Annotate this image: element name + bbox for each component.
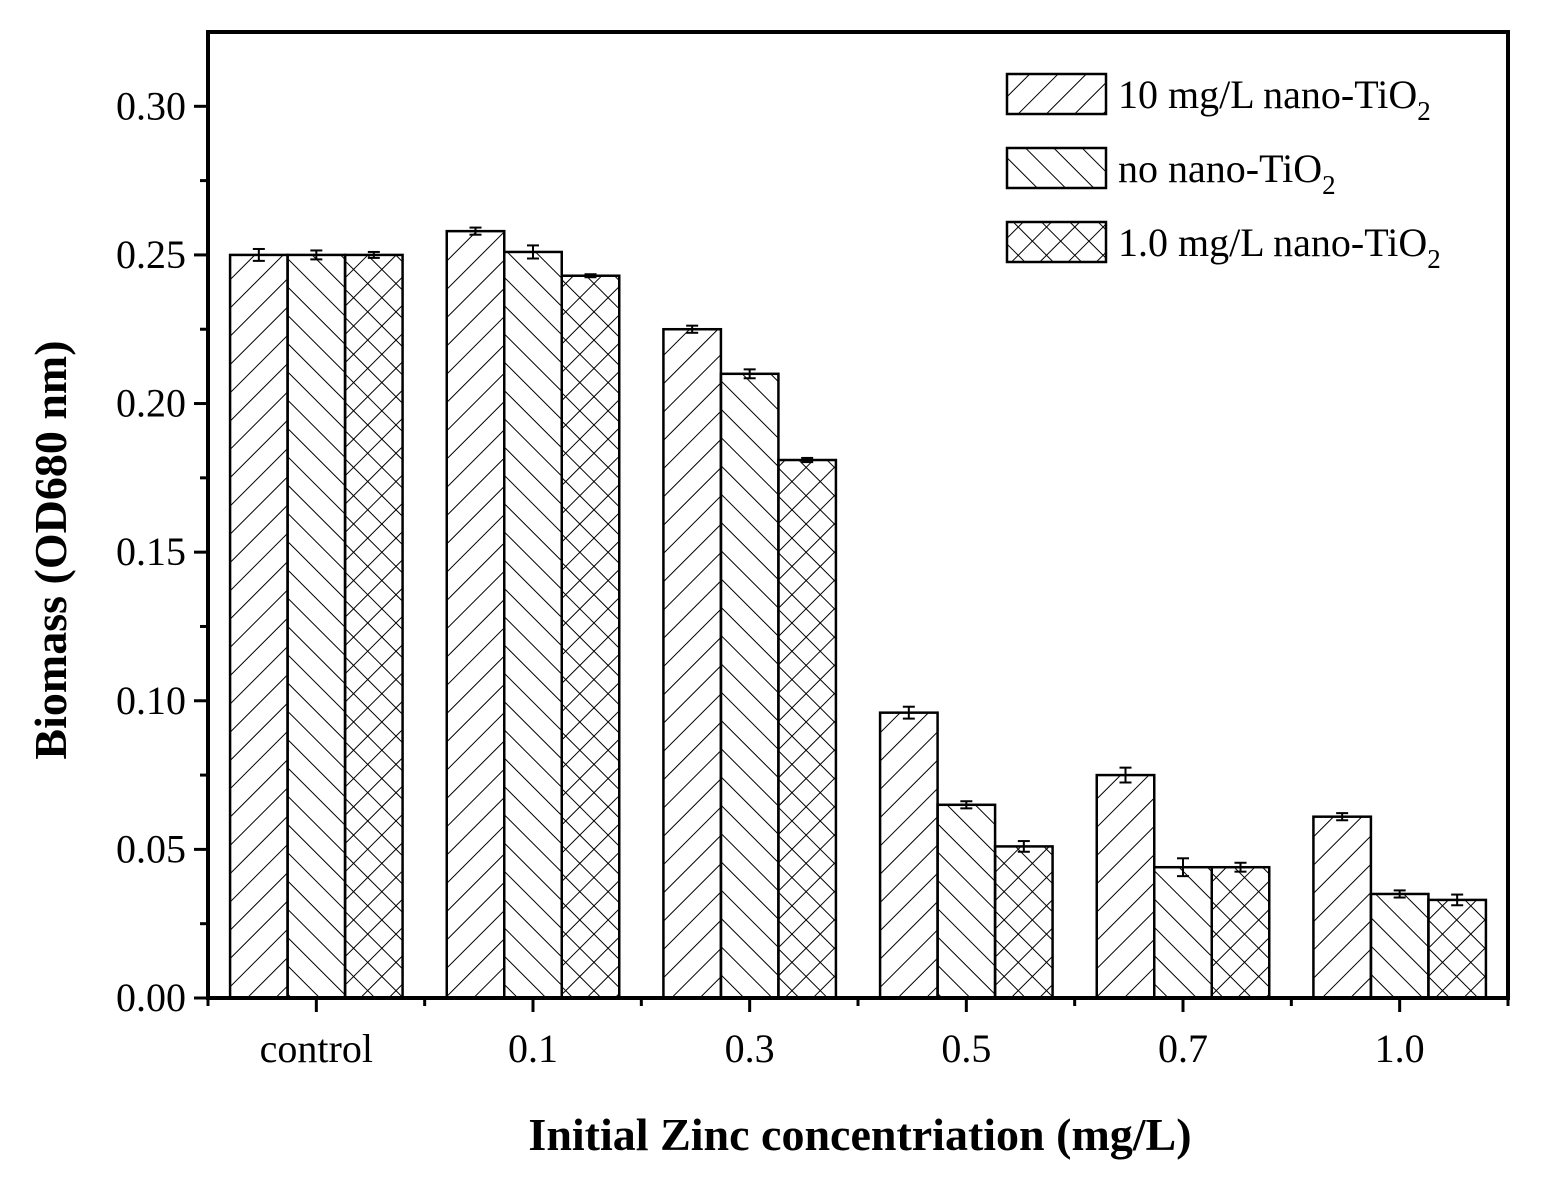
bar-series-3-0.7	[1210, 865, 1271, 1000]
bar-series-2-control	[286, 253, 347, 1000]
y-axis: 0.00 0.05 0.10 0.15 0.20 0.25 0.30	[116, 83, 208, 1020]
y-tick-label: 0.20	[116, 381, 186, 426]
bar-series-3-0.3	[777, 458, 838, 1000]
y-tick-label: 0.10	[116, 678, 186, 723]
error-bar-series-1-1.0	[1336, 812, 1349, 822]
legend-item-1: 10 mg/L nano-TiO2	[1005, 72, 1431, 126]
x-tick-label-0.1: 0.1	[508, 1026, 558, 1071]
error-bar-series-3-0.1	[584, 273, 597, 279]
error-bar-series-2-0.5	[960, 800, 973, 810]
y-tick-label: 0.00	[116, 975, 186, 1020]
legend-label: 1.0 mg/L nano-TiO2	[1118, 220, 1441, 274]
error-bar-series-2-control	[310, 249, 323, 261]
legend: 10 mg/L nano-TiO2 no nano-TiO2 1.0 mg/L na…	[1005, 72, 1441, 274]
bar-series-1-1.0	[1312, 815, 1373, 1000]
bar-series-1-0.1	[445, 229, 506, 1000]
legend-swatch	[1005, 146, 1108, 190]
error-bars-layer	[252, 226, 1464, 907]
bars-layer	[228, 229, 1488, 1000]
bar-series-3-1.0	[1427, 898, 1488, 1000]
x-tick-label-0.5: 0.5	[941, 1026, 991, 1071]
legend-label: 10 mg/L nano-TiO2	[1118, 72, 1431, 126]
legend-label: no nano-TiO2	[1118, 146, 1336, 200]
bar-series-1-0.3	[662, 327, 723, 1000]
y-tick-label: 0.15	[116, 529, 186, 574]
x-tick-label-control: control	[260, 1026, 373, 1071]
bar-series-2-0.7	[1153, 865, 1213, 1000]
bar-series-3-control	[343, 253, 404, 1000]
error-bar-series-2-1.0	[1393, 889, 1406, 899]
error-bar-series-3-0.3	[801, 456, 814, 464]
bar-series-2-0.5	[936, 803, 997, 1000]
error-bar-series-1-0.5	[902, 705, 915, 720]
bar-series-1-control	[228, 253, 289, 1000]
error-bar-series-2-0.3	[743, 368, 756, 380]
bar-series-3-0.1	[560, 274, 621, 1000]
error-bar-series-1-0.3	[686, 324, 699, 334]
error-bar-series-1-0.1	[469, 226, 482, 236]
bar-series-2-1.0	[1369, 892, 1430, 1000]
x-axis: control 0.1 0.3 0.5 0.7 1.0	[206, 998, 1510, 1071]
bar-series-1-0.7	[1095, 773, 1156, 1000]
error-bar-series-3-0.7	[1234, 861, 1247, 873]
error-bar-series-3-0.5	[1017, 840, 1030, 853]
bar-series-1-0.5	[878, 711, 939, 1000]
y-tick-label: 0.30	[116, 83, 186, 128]
error-bar-series-2-0.1	[527, 244, 539, 260]
bar-series-2-0.3	[719, 372, 780, 1000]
error-bar-series-3-control	[367, 250, 380, 259]
bar-series-2-0.1	[503, 250, 563, 1000]
error-bar-series-1-0.7	[1119, 766, 1132, 784]
legend-swatch	[1005, 72, 1108, 116]
legend-swatch	[1005, 220, 1108, 264]
legend-item-3: 1.0 mg/L nano-TiO2	[1005, 220, 1441, 274]
x-tick-label-1.0: 1.0	[1375, 1026, 1425, 1071]
y-axis-title: Biomass (OD680 nm)	[25, 340, 76, 759]
x-tick-label-0.3: 0.3	[725, 1026, 775, 1071]
bar-series-3-0.5	[993, 845, 1054, 1000]
x-tick-label-0.7: 0.7	[1158, 1026, 1208, 1071]
error-bar-series-2-0.7	[1177, 857, 1189, 878]
y-tick-label: 0.05	[116, 826, 186, 871]
error-bar-series-3-1.0	[1451, 893, 1464, 907]
error-bar-series-1-control	[252, 247, 265, 262]
x-axis-title: Initial Zinc concentriation (mg/L)	[528, 1109, 1191, 1160]
y-tick-label: 0.25	[116, 232, 186, 277]
legend-item-2: no nano-TiO2	[1005, 146, 1336, 200]
